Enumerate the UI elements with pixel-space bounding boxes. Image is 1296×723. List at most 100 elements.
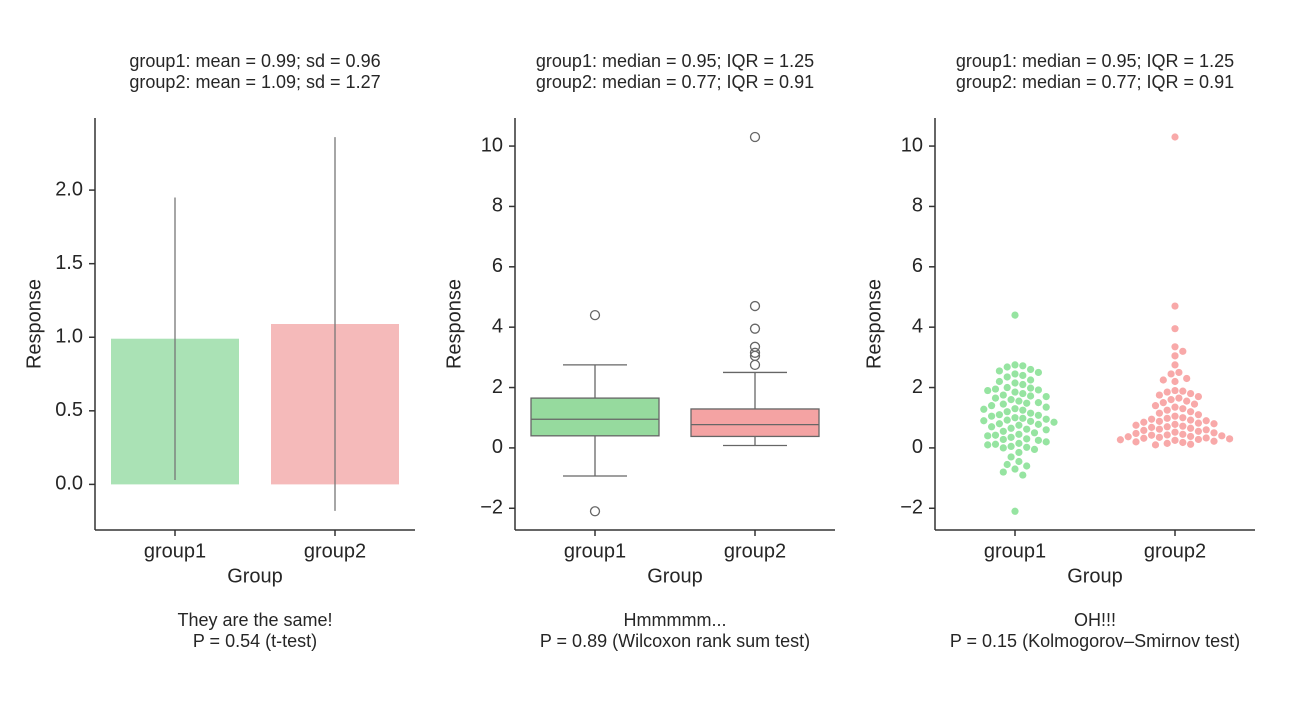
panel-caption: Hmmmmm...: [624, 610, 727, 630]
panel-title: group1: median = 0.95; IQR = 1.25: [536, 51, 814, 71]
swarm-point: [1163, 414, 1171, 422]
swarm-point: [1171, 325, 1179, 333]
swarm-point: [1003, 416, 1011, 424]
swarm-point: [999, 444, 1007, 452]
swarm-point: [1171, 343, 1179, 351]
swarm-point: [980, 417, 988, 425]
swarm-point: [1027, 409, 1035, 417]
swarm-point: [1015, 397, 1023, 405]
panel-title: group2: median = 0.77; IQR = 0.91: [956, 72, 1234, 92]
y-axis-label: Response: [863, 279, 885, 369]
swarm-point: [991, 440, 1000, 448]
flier: [589, 309, 601, 321]
swarm-point: [1183, 374, 1191, 383]
swarm-point: [988, 412, 996, 420]
swarm-point: [1034, 399, 1042, 407]
x-axis-label: Group: [647, 565, 703, 587]
swarm-point: [1132, 421, 1140, 429]
panel-caption: OH!!!: [1074, 610, 1116, 630]
y-tick-label: 4: [492, 315, 503, 337]
swarm-point: [1042, 415, 1050, 423]
swarm-point: [1019, 471, 1027, 479]
swarm-point: [1007, 396, 1015, 404]
y-tick-label: −2: [480, 497, 503, 519]
swarm-point: [1151, 441, 1160, 449]
swarm-point: [1124, 433, 1132, 441]
swarm-point: [1194, 419, 1202, 427]
x-tick-label: group1: [144, 540, 206, 562]
swarm-point: [999, 468, 1007, 476]
swarm-point: [1179, 387, 1187, 395]
y-tick-label: 0: [912, 436, 923, 458]
swarm-point: [1179, 414, 1187, 422]
panel-title: group2: median = 0.77; IQR = 0.91: [536, 72, 814, 92]
y-tick-label: 4: [912, 315, 923, 337]
swarm-point: [1155, 433, 1163, 441]
swarm-point: [1011, 414, 1019, 422]
swarm-point: [1163, 406, 1171, 414]
swarm-point: [995, 420, 1004, 428]
x-tick-label: group2: [1144, 540, 1206, 562]
swarm-point: [1155, 425, 1163, 433]
swarm-point: [1210, 429, 1218, 437]
y-axis-label: Response: [443, 279, 465, 369]
swarm-point: [1003, 373, 1011, 381]
swarm-point: [1007, 442, 1015, 450]
x-tick-label: group2: [724, 540, 786, 562]
panel-caption: P = 0.15 (Kolmogorov–Smirnov test): [950, 631, 1240, 651]
swarm-point: [1003, 363, 1011, 371]
y-tick-label: 8: [912, 195, 923, 217]
swarm-point: [1226, 435, 1234, 443]
swarm-point: [1015, 430, 1023, 438]
swarm-point: [1019, 362, 1027, 370]
swarm-point: [1011, 311, 1019, 319]
swarm-point: [1159, 376, 1167, 384]
swarm-point: [1030, 429, 1039, 437]
swarm-point: [988, 402, 996, 410]
swarm-point: [1019, 389, 1027, 398]
y-tick-label: 2: [492, 376, 503, 398]
swarm-point: [1202, 417, 1210, 425]
swarm-point: [1171, 133, 1179, 141]
swarm-point: [1187, 416, 1195, 424]
swarm-point: [1023, 443, 1031, 451]
y-tick-label: 1.0: [55, 326, 83, 348]
swarm-point: [984, 386, 992, 395]
swarm-point: [1171, 377, 1179, 386]
flier: [749, 341, 761, 352]
swarm-point: [1019, 371, 1027, 380]
swarm-point: [1034, 420, 1042, 428]
swarm-point: [1140, 426, 1148, 434]
swarm-point: [1023, 399, 1031, 407]
swarm-point: [1179, 405, 1187, 413]
swarm-point: [1027, 392, 1035, 400]
swarm-point: [1015, 439, 1023, 447]
swarm-point: [1194, 411, 1202, 419]
swarm-point: [1194, 427, 1202, 435]
flier: [749, 300, 761, 312]
x-tick-label: group1: [564, 540, 626, 562]
swarm-point: [1155, 391, 1163, 399]
panel-title: group1: median = 0.95; IQR = 1.25: [956, 51, 1234, 71]
swarm-point: [1034, 368, 1042, 377]
swarm-point: [1183, 397, 1191, 405]
flier: [589, 506, 601, 517]
swarm-point: [999, 435, 1007, 444]
swarm-point: [1042, 392, 1050, 401]
swarm-point: [1003, 460, 1011, 469]
swarm-point: [1011, 388, 1019, 396]
swarm-point: [1171, 352, 1179, 360]
swarm-point: [991, 385, 1000, 393]
swarm-point: [980, 405, 988, 413]
swarm-point: [1163, 431, 1171, 439]
swarm-point: [1202, 426, 1210, 434]
swarm-point: [1179, 430, 1187, 438]
flier: [749, 359, 761, 371]
swarm-point: [1007, 424, 1015, 432]
y-tick-label: 0.0: [55, 473, 83, 495]
panel-caption: They are the same!: [177, 610, 332, 630]
swarm-point: [995, 377, 1004, 386]
y-tick-label: 0.5: [55, 399, 83, 421]
swarm-point: [1151, 402, 1160, 410]
flier: [749, 323, 761, 334]
